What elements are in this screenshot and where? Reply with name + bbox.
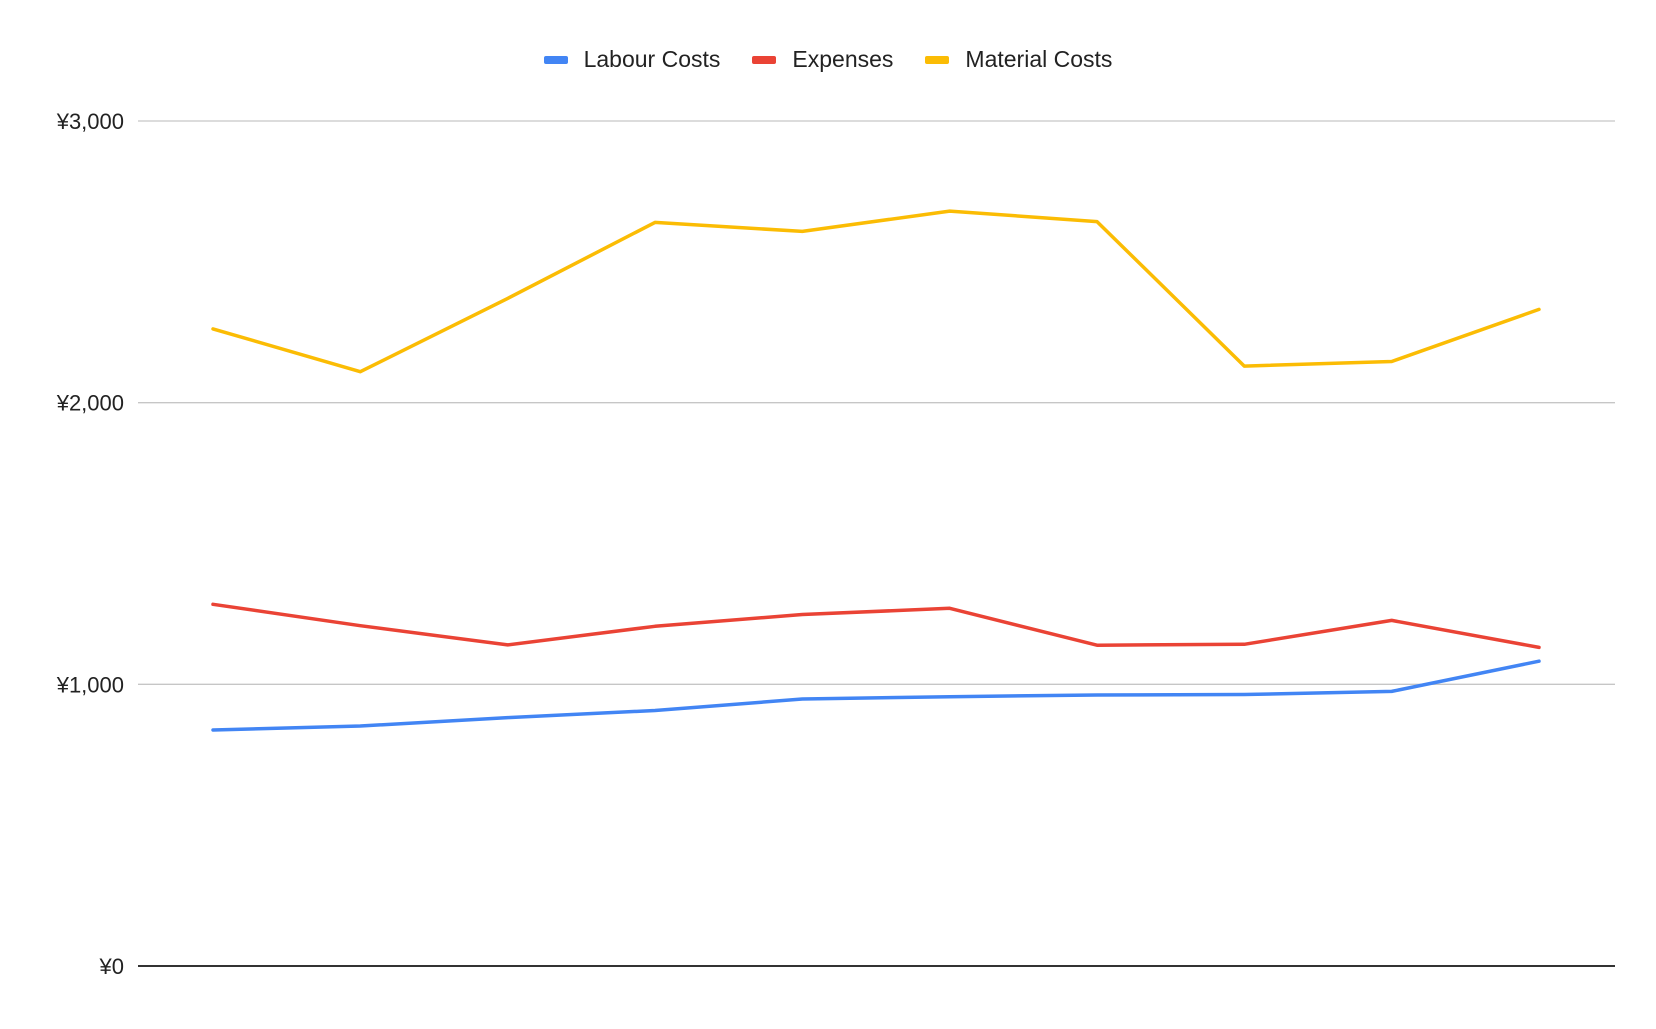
legend-item: Material Costs — [925, 46, 1112, 73]
legend-swatch — [752, 55, 777, 64]
legend-label: Expenses — [792, 46, 894, 72]
legend-item: Labour Costs — [543, 46, 721, 73]
chart-legend: Labour Costs Expenses Material Costs — [0, 46, 1656, 73]
legend-item: Expenses — [752, 46, 893, 73]
y-tick-label: ¥2,000 — [56, 391, 124, 416]
y-tick-label: ¥0 — [99, 954, 124, 979]
legend-label: Material Costs — [965, 46, 1113, 72]
legend-swatch — [543, 55, 568, 64]
legend-label: Labour Costs — [583, 46, 721, 72]
legend-swatch — [925, 55, 950, 64]
series-line-expenses — [211, 602, 1541, 650]
series-line-labour-costs — [211, 659, 1541, 732]
series-line-material-costs — [211, 209, 1541, 374]
y-tick-label: ¥1,000 — [56, 672, 124, 697]
y-tick-label: ¥3,000 — [56, 109, 124, 134]
